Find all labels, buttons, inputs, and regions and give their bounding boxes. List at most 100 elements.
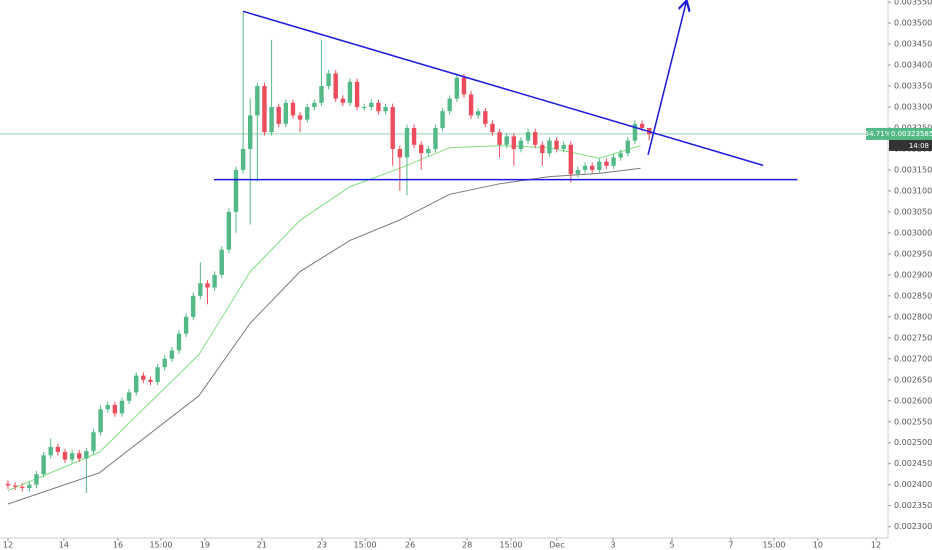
candle-body (490, 123, 495, 133)
candle-body (55, 446, 61, 452)
candle-body (198, 283, 203, 296)
candle-body (105, 404, 110, 410)
price-label: 0.00323585 (891, 130, 932, 138)
candle-body (5, 483, 11, 486)
candle-body (212, 274, 217, 288)
x-tick-label: 14 (59, 541, 69, 550)
candle-body (347, 81, 353, 103)
x-tick-label: Dec (549, 541, 564, 550)
candle-body (554, 140, 559, 149)
candle-body (305, 107, 310, 120)
moving-average (7, 145, 641, 492)
candle-body (504, 136, 509, 145)
y-tick-label: 0.00270000 (894, 354, 932, 363)
candle-body (369, 102, 374, 108)
candle-body (383, 107, 388, 112)
y-tick-label: 0.00235000 (894, 501, 932, 510)
x-tick-label: 23 (317, 541, 327, 550)
candle-body (497, 132, 502, 145)
candle-body (169, 350, 175, 359)
candle-body (568, 144, 574, 175)
candle-body (126, 392, 132, 401)
candle-body (240, 148, 246, 170)
candle-body (312, 102, 317, 108)
candle-body (461, 77, 467, 95)
candle-body (319, 86, 324, 103)
candle-body (404, 127, 410, 158)
candle-body (98, 409, 103, 433)
candle-body (433, 127, 438, 149)
candle-body (191, 295, 196, 317)
y-tick-label: 0.00260000 (894, 396, 932, 405)
candle-body (119, 400, 125, 414)
y-tick-label: 0.00335000 (894, 82, 932, 91)
candle-body (248, 115, 253, 149)
y-tick-label: 0.00245000 (894, 459, 932, 468)
candle-body (148, 379, 153, 382)
candle-body (475, 111, 481, 116)
x-tick-label: 16 (113, 541, 123, 550)
candle-body (276, 107, 281, 124)
candle-body (483, 111, 488, 124)
candle-body (162, 358, 167, 368)
candle-body (283, 102, 289, 124)
candle-body (639, 123, 645, 128)
y-tick-label: 0.00340000 (894, 61, 932, 70)
candle-body (532, 132, 538, 145)
candle-body (397, 148, 403, 158)
y-tick-label: 0.00345000 (894, 40, 932, 49)
candle-body (41, 455, 46, 475)
x-tick-label: 21 (257, 541, 267, 550)
candle-body (62, 451, 68, 460)
y-tick-label: 0.00275000 (894, 333, 932, 342)
candle-body (547, 140, 552, 154)
y-tick-label: 0.00310000 (894, 186, 932, 195)
candle-body (376, 102, 381, 112)
candle-body (233, 169, 239, 212)
candle-body (597, 161, 602, 170)
candle-body (12, 485, 18, 487)
y-tick-label: 0.00330000 (894, 103, 932, 112)
y-tick-label: 0.00280000 (894, 312, 932, 321)
moving-average (7, 167, 641, 505)
x-tick-label: 12 (3, 541, 13, 550)
candle-body (611, 157, 616, 166)
candle-body (134, 375, 139, 393)
candle-body (589, 165, 595, 170)
y-tick-label: 0.00285000 (894, 291, 932, 300)
candle-body (625, 140, 631, 154)
candle-body (226, 211, 232, 250)
candle-body (575, 169, 581, 175)
candle-body (91, 432, 96, 452)
countdown-badge (889, 139, 932, 151)
candle-body (183, 316, 189, 334)
candle-body (525, 132, 531, 141)
candle-body (176, 333, 182, 351)
candle-body (447, 98, 452, 112)
candle-body (269, 107, 274, 133)
candle-body (262, 86, 267, 133)
y-tick-label: 0.00355000 (894, 0, 932, 7)
candle-body (84, 451, 89, 459)
candle-body (340, 98, 346, 103)
x-tick-label: 7 (728, 541, 733, 550)
x-tick-label: 3 (610, 541, 615, 550)
x-tick-label: 10 (813, 541, 823, 550)
x-tick-label: 5 (669, 541, 674, 550)
y-tick-label: 0.00240000 (894, 480, 932, 489)
y-tick-label: 0.00295000 (894, 249, 932, 258)
arrow (647, 2, 686, 156)
candle-body (561, 144, 566, 149)
candle-body (333, 73, 338, 99)
x-tick-label: 15:00 (499, 541, 522, 550)
y-tick-label: 0.00265000 (894, 375, 932, 384)
x-tick-label: 19 (200, 541, 210, 550)
y-tick-label: 0.00350000 (894, 19, 932, 28)
candle-body (326, 73, 331, 87)
candle-body (219, 249, 224, 275)
candle-body (511, 136, 517, 149)
change-label: 34.71% (865, 130, 892, 138)
candle-body (426, 148, 431, 154)
candle-body (618, 153, 623, 158)
